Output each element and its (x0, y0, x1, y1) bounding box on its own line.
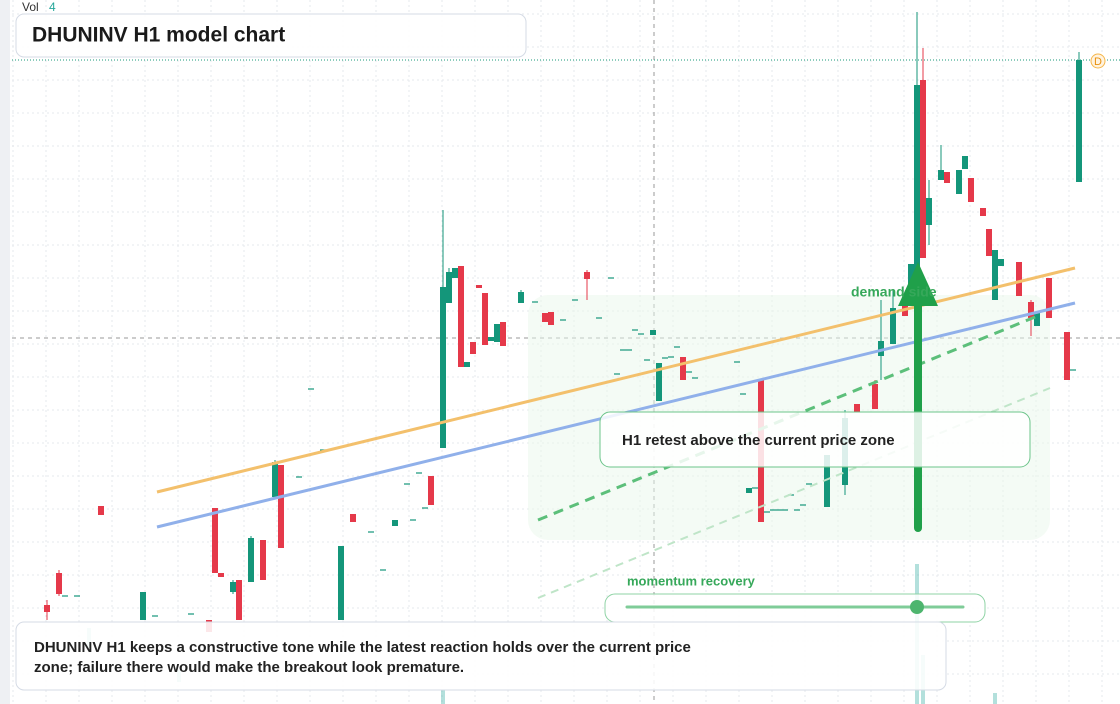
callout-text: H1 retest above the current price zone (622, 432, 895, 449)
candle-body (392, 520, 398, 526)
candle-body (680, 357, 686, 380)
candle-body (542, 313, 548, 322)
candle-body (458, 266, 464, 367)
candle-body (260, 540, 266, 580)
candle-body (1016, 262, 1022, 296)
candle-body (1046, 278, 1052, 318)
candle-body (584, 272, 590, 279)
marker-badge (1090, 53, 1106, 69)
candle-body (56, 573, 62, 594)
vol-label: Vol (22, 0, 39, 14)
zone-label: demand side (851, 284, 937, 300)
candle-body (998, 259, 1004, 266)
candle-body (872, 384, 878, 409)
candle-body (440, 287, 446, 448)
callout-box (599, 411, 1031, 468)
candle-body (986, 229, 992, 256)
candle-body (956, 170, 962, 194)
candle-body (1028, 302, 1034, 318)
candle-body (914, 85, 920, 275)
summary-box (15, 621, 947, 691)
candle-body (518, 292, 524, 303)
candle-body (962, 156, 968, 169)
candle-body (548, 312, 554, 325)
candle-body (746, 488, 752, 493)
vol-value: 4 (49, 0, 56, 14)
candle-body (920, 80, 926, 258)
candle-body (500, 322, 506, 346)
candle-body (212, 508, 218, 573)
candle-body (824, 455, 830, 507)
candle-body (488, 337, 494, 341)
candle-body (926, 198, 932, 225)
summary-line: zone; failure there would make the break… (34, 659, 464, 676)
candle-body (452, 268, 458, 278)
candle-body (1034, 312, 1040, 326)
candle-body (218, 573, 224, 577)
candle-body (1064, 332, 1070, 380)
candle-body (878, 341, 884, 356)
candle-body (350, 514, 356, 522)
candle-body (944, 172, 950, 183)
marker-text: D (1094, 56, 1102, 68)
candle-body (278, 465, 284, 548)
title: DHUNINV H1 model chart (32, 24, 285, 47)
candle-body (1076, 60, 1082, 182)
candle-body (236, 580, 242, 620)
momentum-label: momentum recovery (627, 573, 756, 588)
arrow-head (898, 262, 938, 306)
candle-body (980, 208, 986, 216)
candle-body (854, 404, 860, 412)
projection-line (537, 313, 1041, 522)
candle-body (992, 250, 998, 300)
candle-body (98, 506, 104, 515)
candle-body (470, 342, 476, 354)
candle-body (938, 170, 944, 180)
candle-body (494, 324, 500, 342)
candle-body (44, 605, 50, 612)
title-box (15, 13, 527, 58)
candle-body (338, 546, 344, 620)
candle-body (446, 272, 452, 303)
candle-body (230, 582, 236, 592)
candle-body (476, 285, 482, 288)
candle-body (650, 330, 656, 335)
candle-body (968, 178, 974, 202)
candle-body (464, 362, 470, 367)
candle-body (890, 308, 896, 344)
summary-line: DHUNINV H1 keeps a constructive tone whi… (34, 639, 691, 656)
candle-body (140, 592, 146, 620)
volume-bar (993, 693, 997, 704)
candle-body (248, 538, 254, 582)
candle-body (272, 462, 278, 497)
volume-bar (441, 690, 445, 704)
candle-body (656, 363, 662, 401)
candle-body (428, 476, 434, 505)
candle-body (482, 293, 488, 345)
momentum-knob (910, 600, 924, 614)
left-edge (0, 0, 10, 704)
